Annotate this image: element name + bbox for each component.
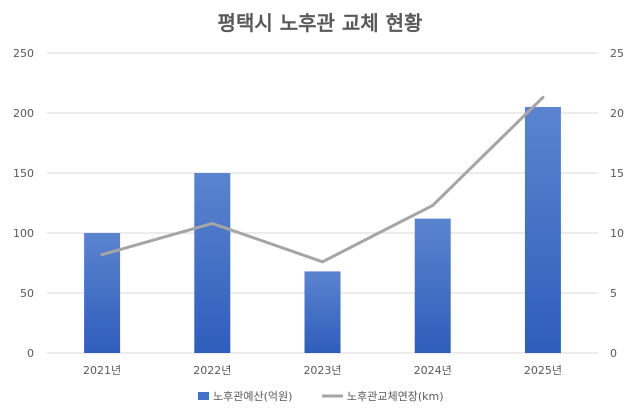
line-point — [541, 95, 545, 99]
gridlines — [47, 52, 598, 354]
legend-label-bar: 노후관예산(억원) — [213, 390, 292, 403]
bar — [194, 173, 231, 353]
chart-title: 평택시 노후관 교체 현황 — [218, 11, 423, 35]
x-tick-label: 2023년 — [303, 364, 341, 377]
y-right-tick-label: 10 — [610, 227, 624, 240]
line-point — [100, 253, 104, 257]
y-left-tick-label: 150 — [13, 167, 34, 180]
line-point — [321, 260, 324, 264]
y-left-tick-label: 100 — [13, 227, 34, 240]
legend-label-line: 노후관교체연장(km) — [347, 390, 444, 403]
bar-series — [84, 107, 561, 353]
y-right-tick-label: 15 — [610, 167, 624, 180]
y-right-tick-label: 20 — [610, 107, 624, 120]
line-series — [100, 95, 545, 264]
x-tick-label: 2024년 — [414, 364, 452, 377]
bar — [524, 107, 561, 353]
line-series-path — [100, 95, 545, 264]
y-right-tick-label: 25 — [610, 47, 624, 60]
x-tick-label: 2021년 — [83, 364, 121, 377]
y-axis-left: 0 50 100 150 200 250 — [13, 47, 34, 360]
y-right-tick-label: 0 — [610, 347, 617, 360]
y-right-tick-label: 5 — [610, 287, 617, 300]
bar — [84, 233, 121, 353]
legend: 노후관예산(억원) 노후관교체연장(km) — [198, 390, 444, 403]
y-left-tick-label: 0 — [27, 347, 34, 360]
x-tick-label: 2025년 — [524, 364, 562, 377]
bar — [304, 271, 341, 353]
line-point — [431, 203, 435, 207]
legend-swatch-bar — [198, 392, 209, 400]
y-axis-right: 0 5 10 15 20 25 — [610, 47, 624, 360]
y-left-tick-label: 200 — [13, 107, 34, 120]
line-point — [210, 221, 214, 225]
bar — [414, 218, 451, 353]
x-axis: 2021년 2022년 2023년 2024년 2025년 — [83, 364, 562, 377]
y-left-tick-label: 250 — [13, 47, 34, 60]
x-tick-label: 2022년 — [193, 364, 231, 377]
y-left-tick-label: 50 — [20, 287, 34, 300]
